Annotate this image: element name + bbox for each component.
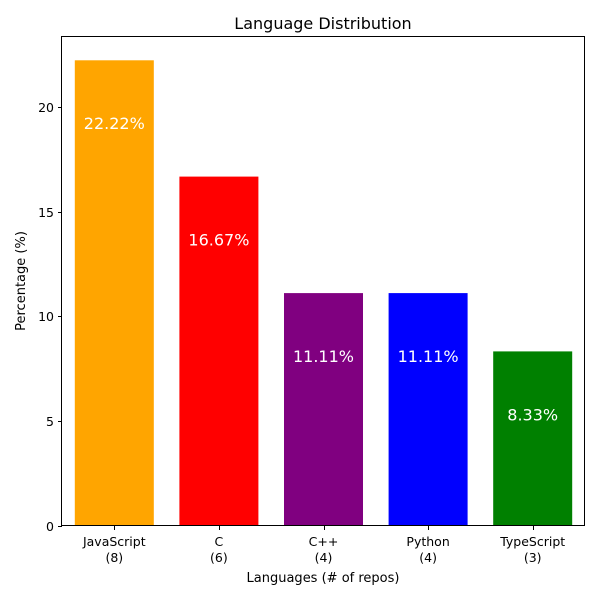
x-axis-label: Languages (# of repos) <box>247 571 400 586</box>
x-tick-label-count: (3) <box>524 550 542 565</box>
y-tick-label: 0 <box>46 519 54 534</box>
x-tick-label-name: C++ <box>309 534 339 549</box>
bar-data-label: 8.33% <box>507 405 558 424</box>
bar <box>74 60 154 527</box>
bar-data-label: 22.22% <box>84 114 145 133</box>
x-tick-label-count: (4) <box>315 550 333 565</box>
x-tick-label-name: Python <box>406 534 449 549</box>
y-axis-label: Percentage (%) <box>14 231 29 331</box>
bar <box>493 351 573 526</box>
bar <box>179 176 259 526</box>
x-tick-label-count: (6) <box>210 550 228 565</box>
plot-frame <box>61 36 585 526</box>
bar-data-label: 16.67% <box>188 231 249 250</box>
y-axis: 0 5 10 15 20 <box>38 100 62 534</box>
x-tick-label-count: (8) <box>105 550 123 565</box>
bar <box>284 293 363 526</box>
x-tick-label: TypeScript (3) <box>499 534 565 565</box>
chart-title: Language Distribution <box>234 14 411 33</box>
y-tick-label: 20 <box>38 100 54 115</box>
x-tick-label-name: C <box>215 534 224 549</box>
bar-data-label: 11.11% <box>398 347 459 366</box>
bar-data-label: 11.11% <box>293 347 354 366</box>
y-tick-label: 15 <box>38 205 54 220</box>
x-tick-label: Python (4) <box>406 534 449 565</box>
bar <box>388 293 468 526</box>
x-tick-label-count: (4) <box>419 550 437 565</box>
y-tick-label: 5 <box>46 414 54 429</box>
y-tick-label: 10 <box>38 309 54 324</box>
x-tick-label: JavaScript (8) <box>82 534 146 565</box>
x-tick-label-name: JavaScript <box>82 534 146 549</box>
bars-layer <box>74 60 573 527</box>
x-tick-label: C (6) <box>210 534 228 565</box>
bar-labels-layer: 22.22% 16.67% 11.11% 11.11% 8.33% <box>84 114 558 424</box>
x-tick-label-name: TypeScript <box>499 534 565 549</box>
x-axis: JavaScript (8)C (6)C++ (4)Python (4)TypeScri… <box>82 526 565 565</box>
x-tick-label: C++ (4) <box>309 534 339 565</box>
